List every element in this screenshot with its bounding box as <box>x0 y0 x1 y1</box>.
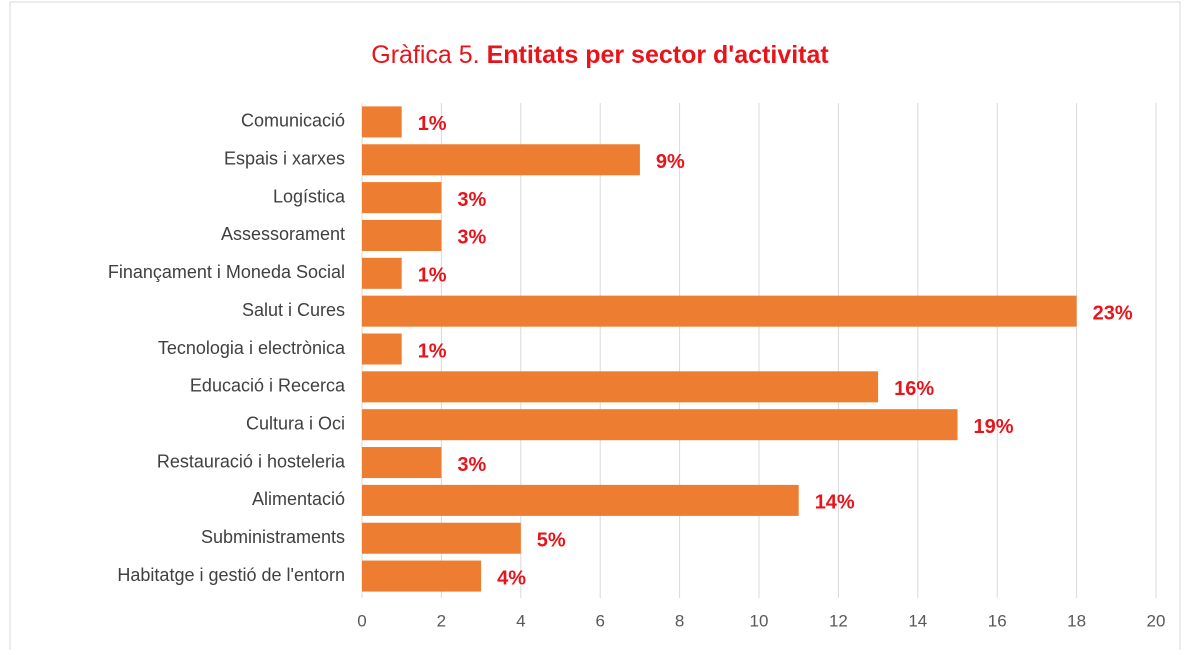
data-label: 3% <box>457 454 486 476</box>
data-label: 23% <box>1093 302 1133 324</box>
x-tick-label: 16 <box>988 611 1007 630</box>
y-tick-label: Comunicació <box>241 111 345 131</box>
x-tick-label: 8 <box>675 611 684 630</box>
data-label: 3% <box>457 189 486 211</box>
x-tick-label: 18 <box>1067 611 1086 630</box>
chart-title: Gràfica 5. Entitats per sector d'activit… <box>371 41 829 69</box>
data-label: 1% <box>418 340 447 362</box>
bar <box>362 219 442 251</box>
y-tick-label: Restauració i hosteleria <box>157 451 346 471</box>
data-label: 4% <box>497 567 526 589</box>
title-bold: Entitats per sector d'activitat <box>487 41 830 69</box>
bar <box>362 333 402 365</box>
data-label: 9% <box>656 151 685 173</box>
y-tick-label: Espais i xarxes <box>224 149 345 169</box>
bar <box>362 257 402 289</box>
bar <box>362 144 640 176</box>
bar <box>362 409 958 441</box>
x-tick-label: 6 <box>595 611 604 630</box>
y-tick-label: Educació i Recerca <box>190 376 346 396</box>
bar <box>362 106 402 138</box>
x-tick-label: 12 <box>829 611 848 630</box>
x-tick-label: 2 <box>437 611 446 630</box>
data-label: 5% <box>537 530 566 552</box>
y-tick-label: Finançament i Moneda Social <box>108 262 345 282</box>
y-tick-label: Alimentació <box>252 489 345 509</box>
y-tick-label: Subministraments <box>201 527 345 547</box>
x-tick-label: 10 <box>750 611 769 630</box>
x-tick-label: 0 <box>357 611 366 630</box>
y-tick-label: Habitatge i gestió de l'entorn <box>117 565 345 585</box>
data-label: 1% <box>418 113 447 135</box>
data-label: 19% <box>974 416 1014 438</box>
x-tick-label: 20 <box>1147 611 1166 630</box>
bar <box>362 371 879 403</box>
bar <box>362 182 442 214</box>
y-tick-label: Logística <box>273 186 346 206</box>
bar <box>362 295 1077 327</box>
bar <box>362 522 521 554</box>
data-label: 3% <box>457 227 486 249</box>
x-tick-label: 4 <box>516 611 525 630</box>
data-label: 1% <box>418 265 447 287</box>
data-label: 16% <box>894 378 934 400</box>
bar <box>362 447 442 479</box>
y-tick-label: Assessorament <box>221 224 345 244</box>
bar <box>362 560 482 592</box>
y-tick-label: Tecnologia i electrònica <box>158 338 346 358</box>
bar <box>362 484 799 516</box>
title-prefix: Gràfica 5. <box>371 41 479 69</box>
chart-border <box>9 1 1181 655</box>
y-tick-label: Salut i Cures <box>242 300 345 320</box>
y-tick-label: Cultura i Oci <box>246 413 345 433</box>
data-label: 14% <box>815 492 855 514</box>
x-tick-label: 14 <box>908 611 927 630</box>
